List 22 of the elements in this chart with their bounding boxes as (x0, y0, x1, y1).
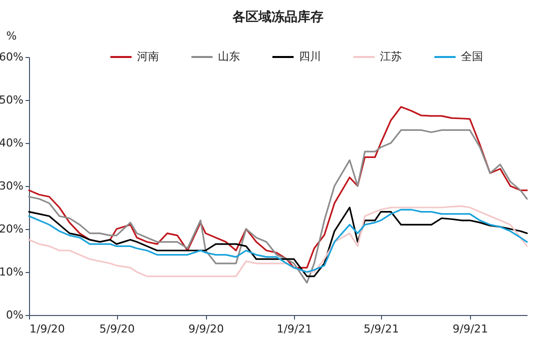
y-axis-title: % (6, 30, 17, 42)
chart-title: 各区域冻品库存 (232, 9, 324, 25)
y-tick-label: 10% (0, 266, 24, 278)
x-tick-label: 9/9/21 (452, 322, 488, 336)
legend-label: 河南 (137, 50, 159, 63)
legend-label: 全国 (461, 50, 483, 63)
y-tick-label: 0% (6, 308, 24, 322)
line-series (28, 129, 528, 284)
y-tick-label: 20% (0, 222, 24, 236)
y-tick-label: 60% (0, 50, 24, 64)
y-tick-label: 30% (0, 180, 24, 192)
x-tick-label: 5/9/21 (364, 322, 399, 336)
y-tick-label: 40% (0, 136, 24, 150)
line-series (28, 106, 528, 268)
x-tick-label: 1/9/20 (30, 322, 65, 336)
x-tick-label: 9/9/20 (188, 322, 224, 336)
legend-label: 山东 (218, 50, 240, 63)
x-tick-label: 5/9/20 (99, 322, 135, 336)
legend-label: 江苏 (380, 50, 402, 63)
y-tick-label: 50% (0, 94, 24, 106)
legend-label: 四川 (299, 50, 321, 63)
x-tick-label: 1/9/21 (276, 322, 312, 336)
